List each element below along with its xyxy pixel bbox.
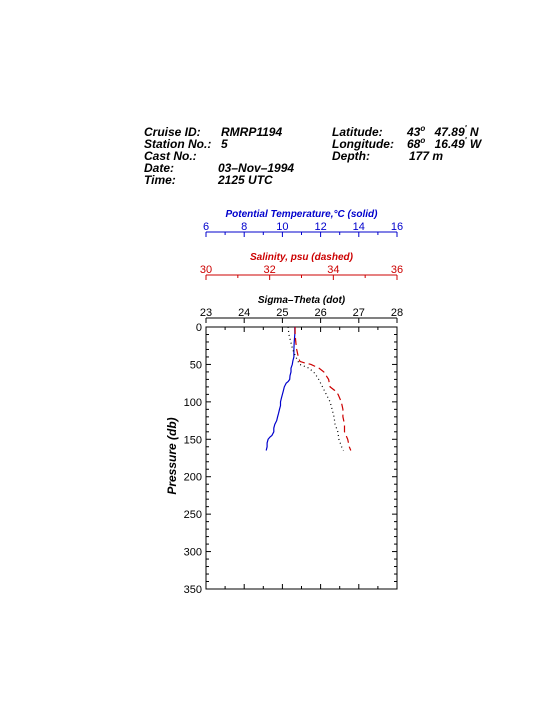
longitude-label: Longitude: <box>332 137 394 151</box>
date-value: 03–Nov–1994 <box>218 161 295 175</box>
time-value: 2125 UTC <box>218 173 273 187</box>
temp-tick-label: 16 <box>391 221 403 233</box>
date-label: Date: <box>144 161 175 175</box>
latitude-value: 43o 47.89' N <box>407 124 479 140</box>
sigma-tick-label: 25 <box>276 307 288 319</box>
pressure-tick-label: 350 <box>184 584 202 596</box>
pressure-tick-label: 0 <box>196 322 202 334</box>
latitude-minute-symbol: ' <box>464 124 467 133</box>
latitude-label: Latitude: <box>332 125 383 139</box>
latitude-minutes: 47.89 <box>434 125 465 139</box>
sigma-tick-label: 27 <box>353 307 365 319</box>
station-value: 5 <box>221 137 228 151</box>
latitude-hemisphere: N <box>469 125 479 139</box>
pressure-tick-label: 50 <box>190 359 202 371</box>
sal-tick-label: 34 <box>327 264 339 276</box>
sigma-tick-label: 24 <box>238 307 250 319</box>
sigma-tick-label: 26 <box>314 307 326 319</box>
station-label: Station No.: <box>144 137 212 151</box>
sal-profile-line <box>294 327 352 451</box>
sal-tick-label: 32 <box>264 264 276 276</box>
longitude-degrees: 68 <box>407 137 421 151</box>
sal-tick-label: 30 <box>200 264 212 276</box>
sigma-tick-label: 23 <box>200 307 212 319</box>
longitude-hemisphere: W <box>469 137 482 151</box>
pressure-tick-label: 150 <box>184 434 202 446</box>
cast-label: Cast No.: <box>144 149 197 163</box>
temp-tick-label: 6 <box>203 221 209 233</box>
time-label: Time: <box>144 173 176 187</box>
sigma-tick-label: 28 <box>391 307 403 319</box>
pressure-tick-label: 200 <box>184 472 202 484</box>
latitude-degree-symbol: o <box>420 124 426 133</box>
cruise-value: RMRP1194 <box>221 125 283 139</box>
longitude-degree-symbol: o <box>420 136 426 145</box>
plot-frame <box>205 326 398 590</box>
longitude-value: 68o 16.49' W <box>407 136 482 152</box>
cruise-label: Cruise ID: <box>144 125 201 139</box>
temp-tick-label: 14 <box>353 221 365 233</box>
sal-tick-label: 36 <box>391 264 403 276</box>
temp-profile-line <box>265 327 296 451</box>
sal-axis-title: Salinity, psu (dashed) <box>250 252 354 263</box>
temp-tick-label: 10 <box>276 221 288 233</box>
pressure-tick-label: 300 <box>184 547 202 559</box>
depth-value: 177 m <box>409 149 444 163</box>
temp-axis-title: Potential Temperature,°C (solid) <box>226 209 379 220</box>
pressure-tick-label: 250 <box>184 509 202 521</box>
sigma-profile-line <box>287 326 345 451</box>
temp-tick-label: 8 <box>241 221 247 233</box>
longitude-minutes: 16.49 <box>434 137 465 151</box>
temp-tick-label: 12 <box>314 221 326 233</box>
longitude-minute-symbol: ' <box>464 136 467 145</box>
pressure-tick-label: 100 <box>184 397 202 409</box>
sigma-axis-title: Sigma–Theta (dot) <box>258 295 346 306</box>
latitude-degrees: 43 <box>407 125 421 139</box>
pressure-axis-label: Pressure (db) <box>165 417 179 494</box>
depth-label: Depth: <box>332 149 370 163</box>
